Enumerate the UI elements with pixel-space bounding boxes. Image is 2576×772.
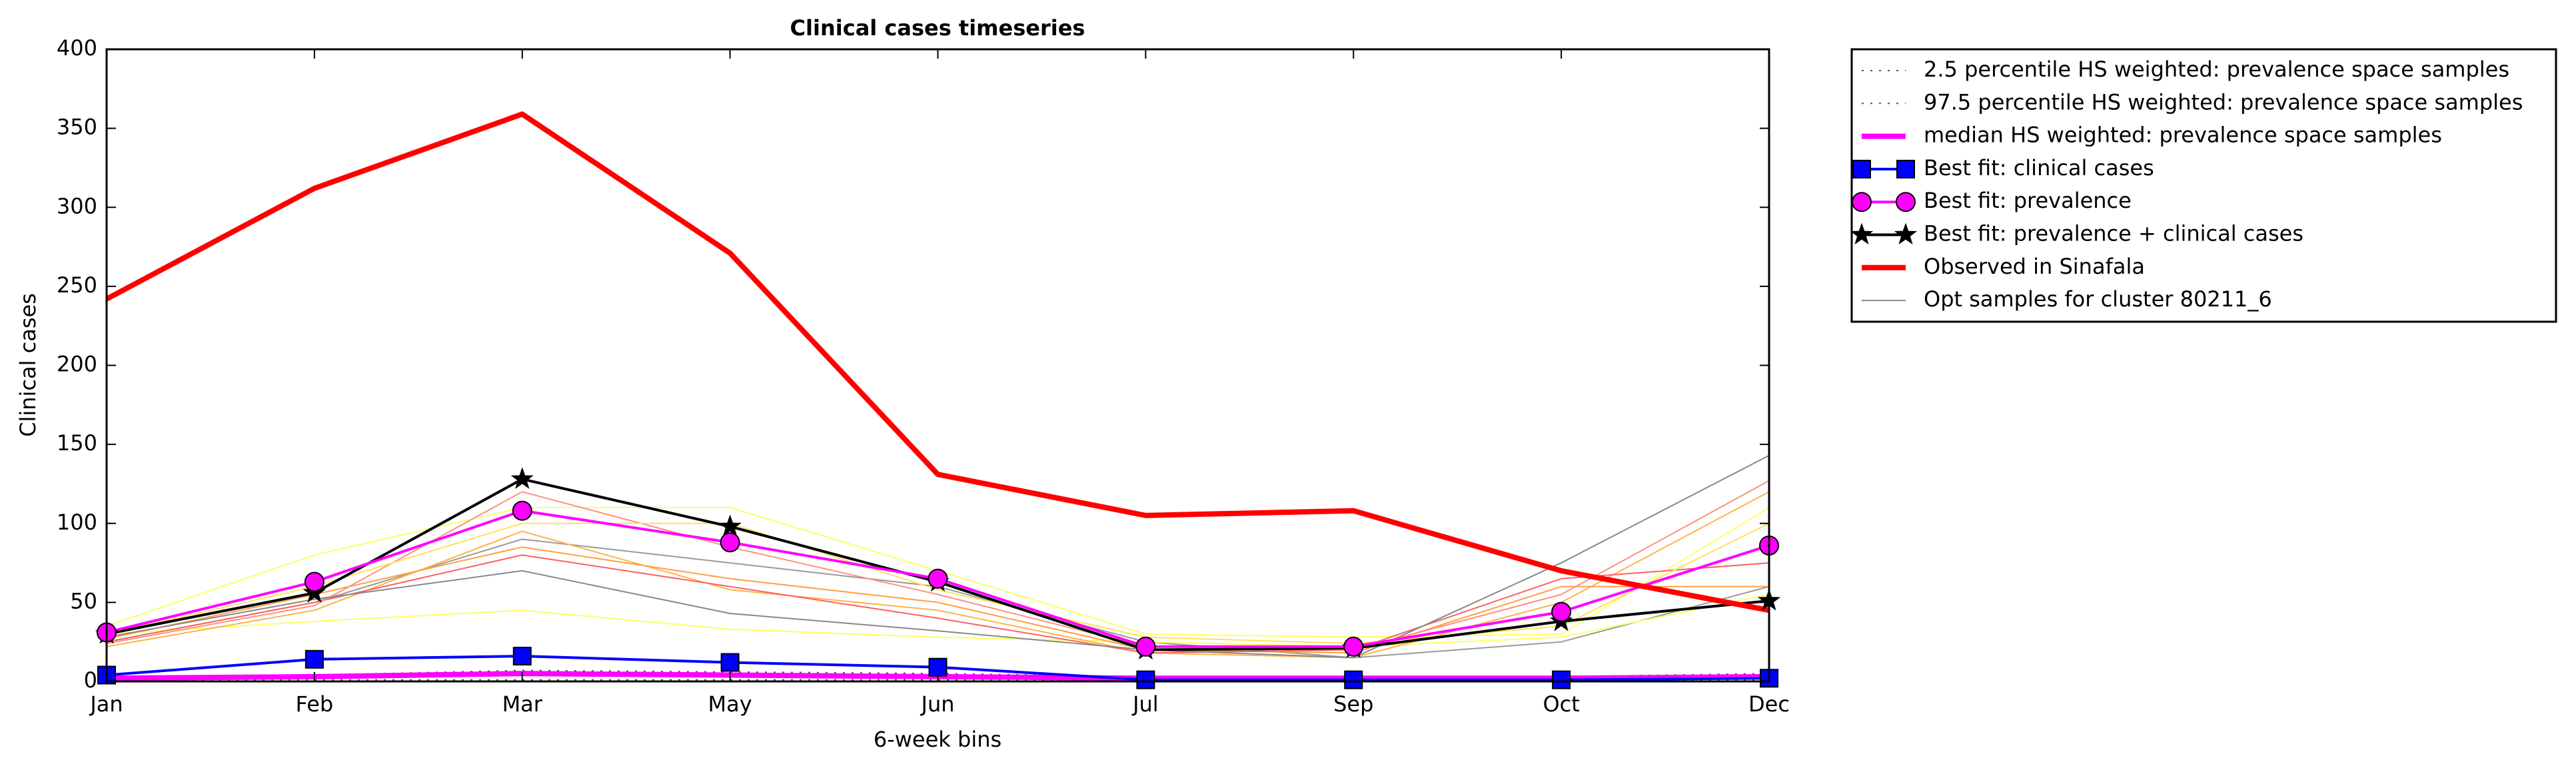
sample-line (107, 522, 1769, 645)
marker-star (303, 581, 326, 603)
x-tick-label: Dec (1748, 691, 1790, 717)
y-tick-label: 350 (57, 115, 97, 140)
marker-square (1896, 159, 1915, 179)
legend-label: Best fit: clinical cases (1924, 155, 2154, 181)
sample-line (107, 491, 1769, 659)
series-line (107, 111, 1769, 613)
sample-line (107, 593, 1769, 647)
series-line (107, 454, 1769, 659)
marker-circle (720, 532, 740, 553)
y-tick-label: 200 (57, 352, 97, 377)
marker-circle (1551, 601, 1572, 622)
legend-label: 2.5 percentile HS weighted: prevalence s… (1924, 57, 2509, 82)
sample-line (107, 554, 1769, 654)
x-tick-label: Feb (296, 691, 334, 717)
legend-label: Observed in Sinafala (1924, 254, 2145, 279)
marker-square (1136, 670, 1155, 689)
legend-label: 97.5 percentile HS weighted: prevalence … (1924, 89, 2523, 115)
marker-square (1852, 159, 1871, 179)
x-tick-label: May (708, 691, 752, 717)
y-tick-label: 250 (57, 272, 97, 298)
legend-label: median HS weighted: prevalence space sam… (1924, 123, 2442, 148)
marker-circle (1852, 192, 1872, 212)
x-axis-label: 6-week bins (874, 727, 1001, 752)
legend-label: Best fit: prevalence (1924, 188, 2132, 213)
y-tick-label: 100 (57, 510, 97, 535)
marker-circle (1135, 636, 1156, 657)
marker-circle (928, 568, 948, 589)
legend-label: Opt samples for cluster 80211_6 (1924, 286, 2272, 312)
x-tick-label: Jul (1131, 691, 1159, 717)
marker-square (512, 647, 532, 666)
y-tick-label: 400 (57, 35, 97, 61)
y-axis-label: Clinical cases (15, 293, 41, 437)
sample-line (107, 546, 1769, 654)
marker-circle (304, 572, 324, 592)
x-tick-label: Mar (502, 691, 543, 717)
sample-line (107, 480, 1769, 651)
y-tick-label: 0 (84, 667, 97, 693)
y-tick-label: 50 (70, 588, 97, 613)
chart-title: Clinical cases timeseries (790, 15, 1085, 41)
y-tick-label: 150 (57, 430, 97, 456)
marker-square (720, 653, 740, 672)
marker-circle (1896, 192, 1916, 212)
x-tick-label: Jun (920, 691, 955, 717)
x-tick-label: Oct (1543, 691, 1579, 717)
y-tick-label: 300 (57, 193, 97, 218)
x-tick-label: Jan (89, 691, 123, 717)
plot-frame (105, 48, 1770, 683)
marker-circle (1343, 636, 1364, 657)
marker-square (1552, 670, 1571, 689)
marker-square (928, 657, 948, 677)
marker-square (1344, 670, 1363, 689)
legend-box (1850, 48, 2557, 323)
marker-square (305, 649, 324, 669)
series-line (107, 478, 1769, 651)
legend-label: Best fit: prevalence + clinical cases (1924, 221, 2303, 246)
marker-star (510, 467, 534, 489)
marker-star (718, 514, 742, 537)
marker-star (1894, 222, 1918, 245)
x-tick-label: Sep (1333, 691, 1373, 717)
marker-star (1850, 222, 1874, 245)
marker-circle (512, 500, 532, 521)
plot-area (107, 111, 1769, 681)
